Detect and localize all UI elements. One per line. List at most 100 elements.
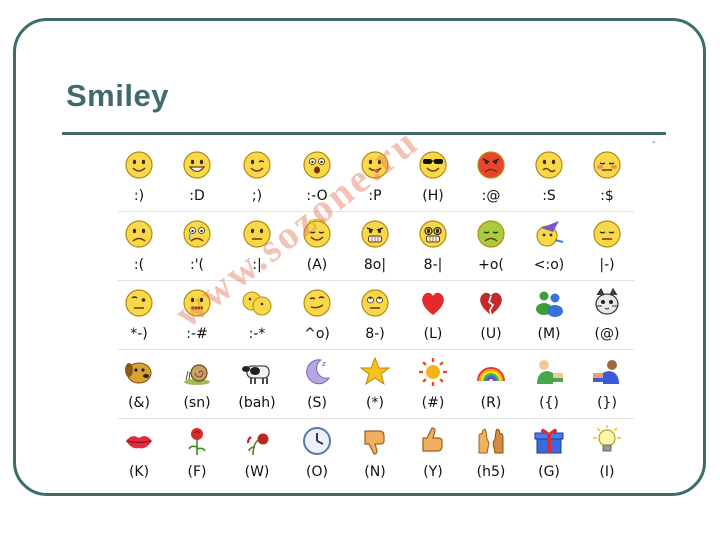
emoticon-code: (N) [364,464,386,480]
emoticon-code: :$ [600,188,614,204]
emoticon-cell: :| [228,215,286,284]
emoticon-cell: :( [110,215,168,284]
emoticon-cell: (L) [404,284,462,353]
emoticon-cell: (F) [168,422,226,491]
emoticon-cell: (W) [228,422,286,491]
emoticon-code: :@ [481,188,501,204]
emoticon-code: ^o) [304,326,330,342]
emoticon-code: (sn) [183,395,211,411]
angry-icon [477,151,505,179]
emoticon-code: (h5) [476,464,506,480]
emoticon-code: (F) [187,464,207,480]
emoticon-code: (#) [421,395,445,411]
emoticon-cell: |-) [578,215,636,284]
clock-icon [303,427,331,455]
emoticon-code: (&) [128,395,150,411]
emoticon-cell: (I) [578,422,636,491]
emoticon-cell: 8-) [346,284,404,353]
emoticon-code: (H) [422,188,444,204]
emoticon-cell: *-) [110,284,168,353]
emoticon-cell: :@ [462,146,520,215]
emoticon-cell: (R) [462,353,520,422]
emoticon-code: 8-| [423,257,443,273]
emoticon-cell: 8o| [346,215,404,284]
crying-icon [183,220,211,248]
emoticon-code: (R) [480,395,502,411]
high-five-icon [478,428,504,454]
red-heart-icon [422,292,444,315]
emoticon-code: (O) [306,464,328,480]
tongue-out-icon [361,151,389,179]
emoticon-code: (G) [538,464,560,480]
emoticon-code: (}) [597,395,617,411]
boy-hug-icon [537,360,563,384]
emoticon-cell: (Y) [404,422,462,491]
sad-icon [125,220,153,248]
emoticon-cell: (}) [578,353,636,422]
emoticon-cell: +o( [462,215,520,284]
emoticon-code: :) [133,188,145,204]
emoticon-code: |-) [599,257,615,273]
emoticon-code: (M) [537,326,561,342]
wilted-rose-icon [246,433,269,456]
emoticon-code: (U) [480,326,502,342]
emoticon-cell: (H) [404,146,462,215]
emoticon-code: :D [189,188,205,204]
emoticon-cell: :P [346,146,404,215]
black-sheep-icon [242,365,270,384]
emoticon-cell: :-# [168,284,226,353]
eye-rolling-icon [361,289,389,317]
slide-title: Smiley [66,78,169,113]
emoticon-cell: (#) [404,353,462,422]
wink-icon [243,151,271,179]
corner-dash: - [652,137,656,148]
emoticon-code: :-* [248,326,266,342]
embarrassed-icon [593,151,621,179]
emoticon-code: :P [368,188,382,204]
emoticon-cell: z (S) [288,353,346,422]
emoticon-code: <:o) [533,257,565,273]
emoticon-code: (I) [599,464,615,480]
emoticon-cell: (N) [346,422,404,491]
rainbow-icon [477,367,505,382]
row-separator [118,418,634,419]
emoticon-code: (A) [306,257,328,273]
sick-icon [477,220,505,248]
svg-text:z: z [322,360,326,368]
emoticon-cell: (A) [288,215,346,284]
emoticon-cell: ;) [228,146,286,215]
light-bulb-icon [593,425,621,452]
emoticon-cell: (bah) [228,353,286,422]
emoticon-code: (S) [307,395,327,411]
emoticon-code: (K) [128,464,150,480]
row-separator [118,349,634,350]
sun-icon [419,358,447,386]
emoticon-code: (Y) [423,464,443,480]
dont-tell-icon [183,289,211,317]
party-icon [536,221,564,247]
emoticon-code: :-O [306,188,328,204]
emoticon-code: 8-) [365,326,385,342]
emoticon-grid: :):D;):-O:P (H):@:S:$:(:'(:| (A) 8o| 8-| +o(<… [110,146,635,492]
sleepy-icon [593,220,621,248]
emoticon-cell: :$ [578,146,636,215]
emoticon-cell: ^o) [288,284,346,353]
dog-face-icon [125,362,152,384]
emoticon-cell: (K) [110,422,168,491]
red-rose-icon [188,428,206,455]
emoticon-cell: :D [168,146,226,215]
emoticon-cell: (h5) [462,422,520,491]
girl-hug-icon [593,360,619,384]
row-separator [118,211,634,212]
emoticon-code: ({) [539,395,559,411]
emoticon-cell: (G) [520,422,578,491]
emoticon-cell: :-* [228,284,286,353]
emoticon-code: (L) [423,326,443,342]
emoticon-code: 8o| [363,257,387,273]
emoticon-code: :( [133,257,145,273]
emoticon-code: (bah) [238,395,276,411]
emoticon-code: :-# [186,326,208,342]
emoticon-code: ;) [251,188,263,204]
messenger-icon [536,291,563,317]
emoticon-code: (@) [594,326,620,342]
